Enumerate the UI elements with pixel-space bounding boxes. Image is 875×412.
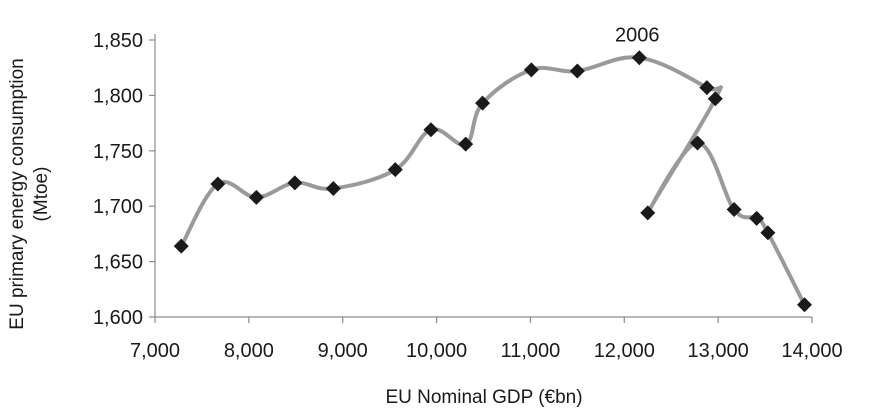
data-point: [640, 205, 656, 221]
data-point: [760, 225, 776, 241]
data-point: [796, 297, 812, 313]
y-axis-title-line-1: EU primary energy consumption: [7, 58, 28, 329]
data-point: [423, 122, 439, 138]
data-point: [287, 175, 303, 191]
y-tick-label: 1,600: [93, 307, 143, 329]
data-point: [173, 238, 189, 254]
x-tick-label: 8,000: [224, 340, 274, 362]
y-tick-label: 1,700: [93, 196, 143, 218]
data-point: [523, 62, 539, 78]
data-point: [699, 80, 715, 96]
y-axis-title: EU primary energy consumption (Mtoe): [7, 58, 52, 329]
data-point: [707, 91, 723, 107]
series-line: [179, 55, 807, 307]
data-point: [689, 135, 705, 151]
x-tick-label: 14,000: [781, 340, 842, 362]
x-tick-label: 7,000: [130, 340, 180, 362]
data-point: [325, 180, 341, 196]
data-point: [631, 50, 647, 66]
data-point: [475, 95, 491, 111]
y-tick-label: 1,800: [93, 85, 143, 107]
y-tick-label: 1,650: [93, 252, 143, 274]
y-axis-title-line-2: (Mtoe): [31, 167, 52, 222]
data-point: [210, 176, 226, 192]
x-axis-title: EU Nominal GDP (€bn): [385, 387, 582, 408]
x-tick-label: 11,000: [501, 340, 561, 362]
data-point: [569, 63, 585, 79]
x-tick-label: 9,000: [318, 340, 368, 362]
annotations: 2006: [615, 25, 660, 47]
x-tick-label: 10,000: [406, 340, 467, 362]
data-point: [749, 210, 765, 226]
data-point: [458, 136, 474, 152]
annotation-label: 2006: [615, 25, 660, 47]
x-tick-label: 13,000: [688, 340, 749, 362]
tick-labels: 1,600 1,650 1,700 1,750 1,800 1,850 7,000 8,000…: [93, 30, 843, 362]
y-tick-label: 1,750: [93, 141, 143, 163]
data-point: [387, 162, 403, 178]
x-tick-label: 12,000: [594, 340, 655, 362]
y-tick-label: 1,850: [93, 30, 143, 52]
axes: [149, 34, 813, 323]
data-point: [726, 202, 742, 218]
markers: [173, 50, 812, 313]
data-point: [248, 189, 264, 205]
